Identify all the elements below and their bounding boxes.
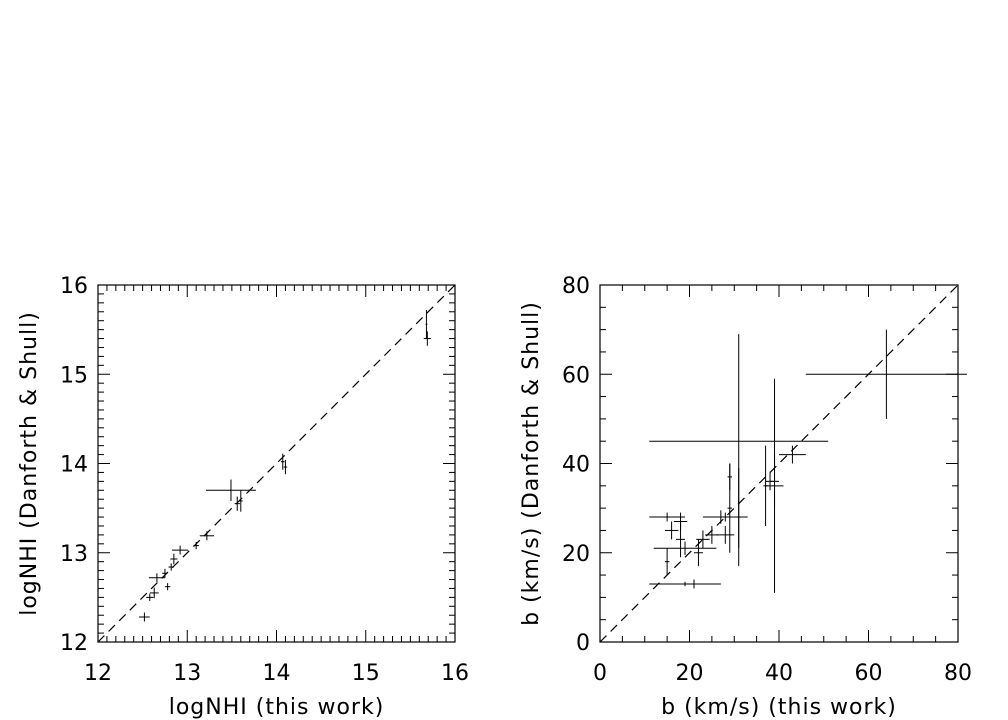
y-axis-label: b (km/s) (Danforth & Shull) <box>519 301 544 626</box>
y-tick-label: 12 <box>60 631 88 656</box>
data-point <box>283 459 288 475</box>
data-point <box>234 496 240 511</box>
data-point <box>146 593 154 601</box>
data-point <box>205 479 256 501</box>
data-point <box>162 568 168 578</box>
data-point <box>423 331 431 346</box>
data-point <box>779 445 806 464</box>
data-point <box>664 548 670 576</box>
data-point <box>676 521 686 558</box>
y-tick-label: 80 <box>562 274 590 299</box>
data-point <box>716 525 735 544</box>
y-axis-label: logNHI (Danforth & Shull) <box>17 311 42 616</box>
x-tick-label: 12 <box>84 661 112 686</box>
data-point <box>164 583 171 591</box>
data-point <box>696 530 710 549</box>
data-point <box>170 553 178 565</box>
data-point <box>172 545 189 555</box>
data-point <box>149 587 159 599</box>
data-point <box>199 531 215 541</box>
x-axis-label: logNHI (this work) <box>169 695 385 720</box>
reference-line <box>599 284 959 643</box>
data-point <box>239 490 243 512</box>
data-point <box>653 541 717 555</box>
x-tick-label: 14 <box>263 661 291 686</box>
data-point <box>736 467 741 567</box>
y-tick-label: 60 <box>562 363 590 388</box>
x-tick-label: 40 <box>765 661 793 686</box>
panel-b-parameter: 0 20 40 60 80 0 20 40 60 80 b (km/s) (this work) b … <box>519 274 972 720</box>
data-point <box>425 309 428 339</box>
data-point <box>280 453 285 470</box>
x-tick-label: 20 <box>676 661 704 686</box>
y-tick-label: 40 <box>562 453 590 478</box>
data-point <box>664 521 679 540</box>
y-tick-label: 15 <box>60 363 88 388</box>
data-point <box>727 463 733 553</box>
data-point <box>139 612 150 622</box>
data-point <box>805 329 967 419</box>
data-point <box>649 512 686 522</box>
data-point <box>693 539 703 567</box>
y-tick-label: 14 <box>60 453 88 478</box>
y-tick-label: 0 <box>576 631 590 656</box>
data-point <box>649 581 721 587</box>
x-axis-label: b (km/s) (this work) <box>661 695 897 720</box>
data-point <box>770 454 779 509</box>
panel-logNHI: 12 13 14 15 16 12 13 14 15 16 logNHI (this work) lo… <box>17 274 469 720</box>
x-tick-label: 13 <box>173 661 201 686</box>
x-tick-label: 60 <box>855 661 883 686</box>
x-tick-label: 15 <box>352 661 380 686</box>
x-tick-label: 16 <box>441 661 469 686</box>
x-tick-label: 80 <box>944 661 972 686</box>
data-point <box>148 573 165 583</box>
x-tick-label: 0 <box>593 661 607 686</box>
y-tick-label: 13 <box>60 542 88 567</box>
y-tick-label: 20 <box>562 542 590 567</box>
data-point <box>193 542 199 550</box>
y-tick-label: 16 <box>60 274 88 299</box>
reference-line <box>97 284 456 643</box>
data-point <box>168 563 174 571</box>
